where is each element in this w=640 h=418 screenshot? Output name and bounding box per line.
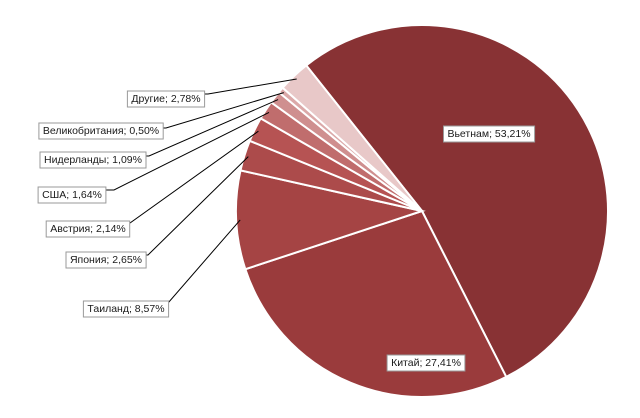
pie-slice-3 xyxy=(235,169,426,271)
leader-line-3 xyxy=(166,219,241,304)
slice-label-box xyxy=(386,354,466,372)
slice-label-8: Великобритания; 0,50% xyxy=(38,122,164,140)
slice-label-box xyxy=(45,220,131,238)
slice-label-box xyxy=(443,125,536,143)
slice-label-6: США; 1,64% xyxy=(37,186,107,204)
slice-label-5: Австрия; 2,14% xyxy=(45,220,131,238)
slice-label-7: Нидерланды; 1,09% xyxy=(39,151,147,169)
slice-label-text: Таиланд; 8,57% xyxy=(87,303,164,315)
slice-label-box xyxy=(126,90,206,108)
pie-slice-2 xyxy=(244,209,508,398)
leader-line-7 xyxy=(146,99,279,157)
slice-label-1: Вьетнам; 53,21% xyxy=(443,125,536,143)
slice-label-4: Япония; 2,65% xyxy=(65,251,147,269)
slice-label-box xyxy=(38,122,164,140)
labels-layer: Вьетнам; 53,21% Китай; 27,41% Таиланд; 8,5… xyxy=(37,90,536,372)
leader-line-4 xyxy=(146,156,249,256)
slice-label-text: Австрия; 2,14% xyxy=(50,223,126,235)
slices-layer xyxy=(235,24,609,398)
slice-label-text: Китай; 27,41% xyxy=(391,357,461,369)
slice-label-2: Китай; 27,41% xyxy=(386,354,466,372)
slice-label-text: Вьетнам; 53,21% xyxy=(447,128,530,140)
slice-label-box xyxy=(65,251,147,269)
leader-line-6 xyxy=(105,111,270,191)
slice-label-text: Япония; 2,65% xyxy=(70,254,142,266)
slice-label-text: Нидерланды; 1,09% xyxy=(44,154,142,166)
slice-label-9: Другие; 2,78% xyxy=(126,90,206,108)
leader-line-8 xyxy=(163,92,284,129)
leader-line-9 xyxy=(204,78,297,95)
slice-label-box xyxy=(82,300,170,318)
slice-label-3: Таиланд; 8,57% xyxy=(82,300,170,318)
slice-label-text: Великобритания; 0,50% xyxy=(43,125,159,137)
slice-label-box xyxy=(39,151,147,169)
slice-label-text: Другие; 2,78% xyxy=(131,93,200,105)
slice-label-text: США; 1,64% xyxy=(42,189,102,201)
pie-slice-9 xyxy=(281,64,423,212)
pie-slice-1 xyxy=(304,24,609,379)
slice-label-box xyxy=(37,186,107,204)
